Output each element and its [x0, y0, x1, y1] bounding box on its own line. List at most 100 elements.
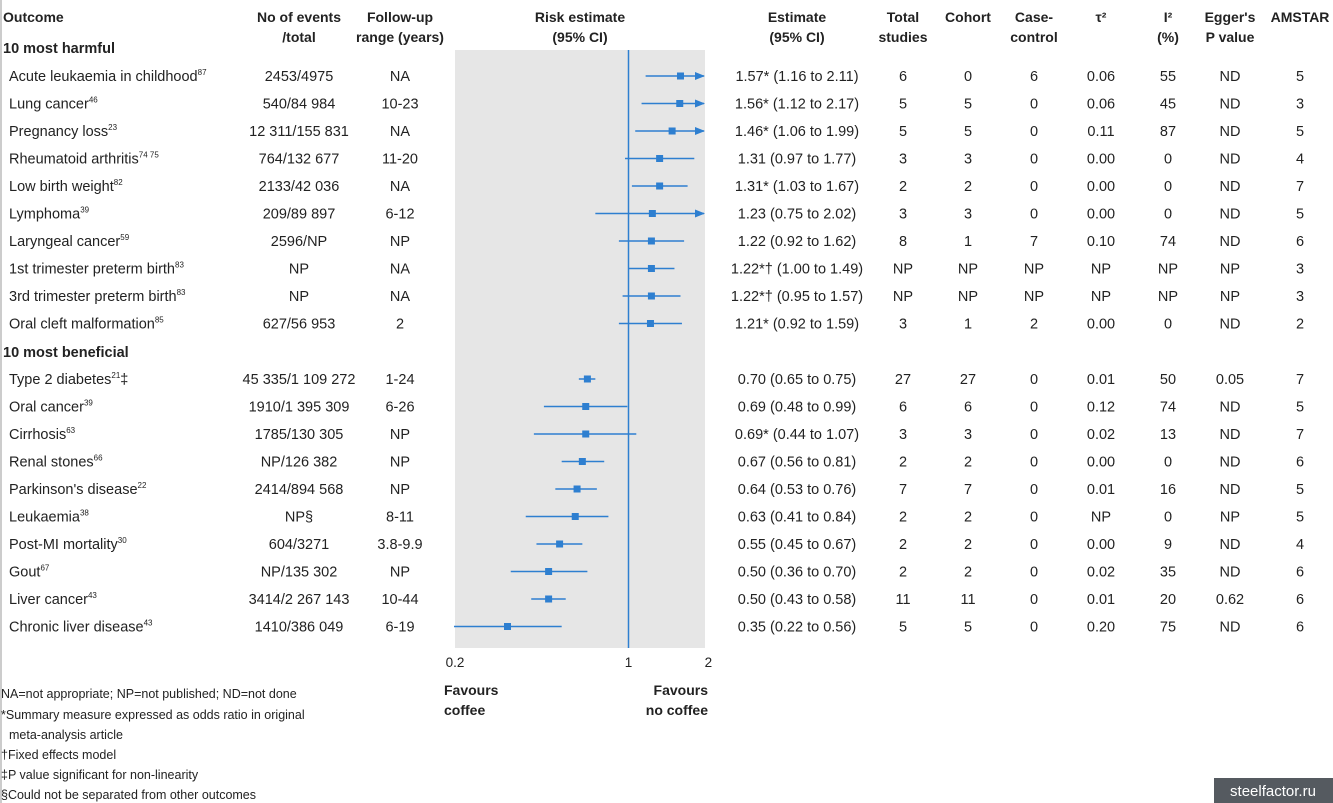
total-studies-cell: 7 [899, 482, 907, 498]
amstar-cell: 7 [1296, 372, 1304, 388]
outcome-reference: 59 [120, 233, 129, 242]
outcome-label: Liver cancer43 [9, 591, 97, 608]
header-casecontrol-line1: Case- [1015, 9, 1053, 25]
estimate-cell: 1.57* (1.16 to 2.11) [735, 69, 858, 85]
footnote-fixed-effects: †Fixed effects model [1, 748, 116, 762]
point-estimate-marker [656, 155, 664, 162]
header-i2-line1: I² [1164, 9, 1173, 25]
followup-cell: NA [390, 262, 410, 278]
cohort-cell: 5 [964, 620, 972, 636]
header-egger-line2: P value [1206, 29, 1255, 45]
total-studies-cell: 6 [899, 400, 907, 416]
outcome-reference: 21 [111, 371, 120, 380]
i2-cell: 13 [1160, 427, 1176, 443]
cohort-cell: 27 [960, 372, 976, 388]
cohort-cell: 11 [960, 592, 975, 608]
casecontrol-cell: 0 [1030, 124, 1038, 140]
casecontrol-cell: 6 [1030, 69, 1038, 85]
i2-cell: NP [1158, 262, 1178, 278]
outcome-label: Pregnancy loss23 [9, 123, 118, 140]
casecontrol-cell: 0 [1030, 620, 1038, 636]
events-cell: NP [289, 262, 309, 278]
egger-cell: ND [1220, 427, 1241, 443]
outcome-reference: 87 [198, 68, 207, 77]
estimate-cell: 0.70 (0.65 to 0.75) [738, 372, 857, 388]
amstar-cell: 6 [1296, 234, 1304, 250]
header-events-line1: No of events [257, 9, 341, 25]
header-casecontrol-line2: control [1010, 29, 1057, 45]
point-estimate-marker [583, 375, 591, 383]
events-cell: 12 311/155 831 [249, 124, 349, 140]
estimate-cell: 0.69 (0.48 to 0.99) [738, 400, 857, 416]
followup-cell: 6-26 [385, 400, 414, 416]
tau-cell: 0.02 [1087, 427, 1115, 443]
casecontrol-cell: 0 [1030, 510, 1038, 526]
outcome-reference: 43 [144, 619, 153, 628]
events-cell: 3414/2 267 143 [249, 592, 350, 608]
outcome-reference: 23 [108, 123, 117, 132]
header-events-line2: /total [282, 29, 315, 45]
amstar-cell: 7 [1296, 179, 1304, 195]
outcome-label: Oral cancer39 [9, 399, 93, 416]
point-estimate-marker [504, 623, 511, 630]
outcome-reference: 66 [94, 454, 103, 463]
point-estimate-marker [668, 127, 676, 135]
events-cell: NP§ [285, 510, 313, 526]
tau-cell: 0.00 [1087, 207, 1115, 223]
events-cell: 45 335/1 109 272 [243, 372, 356, 388]
watermark-text: steelfactor.ru [1230, 783, 1316, 800]
header-estimate-line1: Estimate [768, 9, 827, 25]
outcome-label: Chronic liver disease43 [9, 619, 153, 636]
followup-cell: 10-44 [381, 592, 418, 608]
estimate-cell: 0.69* (0.44 to 1.07) [735, 427, 859, 443]
estimate-cell: 0.50 (0.43 to 0.58) [738, 592, 857, 608]
followup-cell: 10-23 [381, 97, 418, 113]
table-row: Post-MI mortality30 604/3271 3.8-9.9 0.55 (… [9, 536, 1304, 553]
casecontrol-cell: 0 [1030, 455, 1038, 471]
tau-cell: 0.20 [1087, 620, 1115, 636]
outcome-label: Rheumatoid arthritis74 75 [9, 151, 159, 168]
table-row: Pregnancy loss23 12 311/155 831 NA 1.46* (1… [9, 123, 1304, 140]
events-cell: 627/56 953 [263, 317, 336, 333]
cohort-cell: 1 [964, 234, 972, 250]
events-cell: 540/84 984 [263, 97, 336, 113]
favours-left-line2: coffee [444, 702, 485, 718]
total-studies-cell: 27 [895, 372, 911, 388]
tau-cell: NP [1091, 510, 1111, 526]
section-title-harmful: 10 most harmful [3, 41, 115, 57]
followup-cell: NP [390, 427, 410, 443]
estimate-cell: 1.21* (0.92 to 1.59) [735, 317, 859, 333]
estimate-cell: 1.31 (0.97 to 1.77) [738, 152, 857, 168]
table-row: Lung cancer46 540/84 984 10-23 1.56* (1.12 … [9, 96, 1304, 113]
egger-cell: NP [1220, 510, 1240, 526]
table-row: Oral cleft malformation85 627/56 953 2 1.21… [9, 316, 1304, 333]
header-amstar: AMSTAR [1271, 9, 1330, 25]
cohort-cell: 3 [964, 152, 972, 168]
casecontrol-cell: 0 [1030, 592, 1038, 608]
total-studies-cell: 2 [899, 537, 907, 553]
egger-cell: ND [1220, 620, 1241, 636]
favours-right-line2: no coffee [646, 702, 708, 718]
i2-cell: 0 [1164, 179, 1172, 195]
followup-cell: 1-24 [385, 372, 414, 388]
footnote-nonlinearity: ‡P value significant for non-linearity [1, 768, 199, 782]
i2-cell: 20 [1160, 592, 1176, 608]
amstar-cell: 4 [1296, 537, 1304, 553]
tau-cell: 0.01 [1087, 482, 1115, 498]
table-row: Acute leukaemia in childhood87 2453/4975 N… [9, 68, 1304, 85]
watermark-badge [1214, 778, 1333, 803]
total-studies-cell: 2 [899, 179, 907, 195]
i2-cell: 75 [1160, 620, 1176, 636]
amstar-cell: 5 [1296, 510, 1304, 526]
header-followup-line1: Follow-up [367, 9, 433, 25]
casecontrol-cell: NP [1024, 289, 1044, 305]
cohort-cell: 5 [964, 124, 972, 140]
total-studies-cell: 2 [899, 455, 907, 471]
outcome-reference: 83 [175, 261, 184, 270]
outcome-mark: ‡ [120, 372, 128, 388]
outcome-reference: 82 [114, 178, 123, 187]
cohort-cell: 2 [964, 510, 972, 526]
footnote-odds-ratio: *Summary measure expressed as odds ratio… [1, 708, 305, 722]
i2-cell: 45 [1160, 97, 1176, 113]
i2-cell: 74 [1160, 400, 1176, 416]
